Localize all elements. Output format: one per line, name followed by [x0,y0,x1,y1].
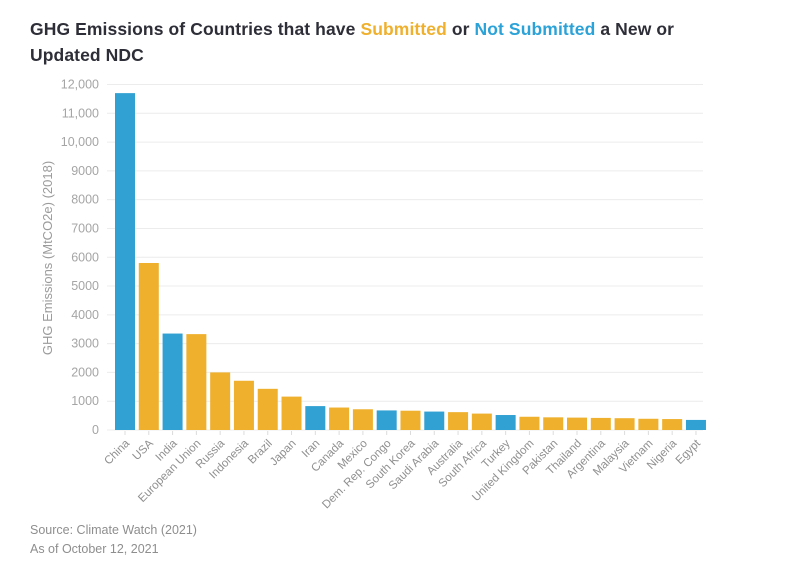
bar-nigeria [662,419,683,430]
bar-china [115,93,135,430]
x-tick-label-japan: Japan [268,438,299,469]
bar-mexico [352,409,373,430]
as-of-date-line: As of October 12, 2021 [30,541,159,556]
bar-pakistan [543,417,564,430]
y-tick-label-12000: 12,000 [61,78,99,92]
bar-japan [281,396,302,430]
bar-usa [138,263,159,430]
title-text-part2b: Updated NDC [30,45,144,66]
source-line: Source: Climate Watch (2021) [30,523,197,537]
x-tick-label-usa: USA [131,437,156,462]
x-tick-label-egypt: Egypt [674,437,704,467]
bar-south-korea [400,410,421,430]
bar-brazil [257,388,278,430]
y-tick-label-6000: 6000 [71,250,99,264]
y-tick-label-11000: 11,000 [62,106,99,120]
bar-malaysia [614,418,635,430]
bar-iran [305,406,326,430]
bar-vietnam [638,418,659,430]
bar-european-union [186,334,207,430]
y-tick-label-3000: 3000 [71,337,99,351]
title-text-part1: GHG Emissions of Countries that have [30,19,361,39]
bar-australia [448,412,469,430]
y-tick-label-2000: 2000 [71,365,99,379]
source-note: Source: Climate Watch (2021) As of Octob… [30,521,197,559]
bar-canada [329,407,350,430]
title-text-part2a: a New or [595,19,675,39]
y-tick-label-4000: 4000 [71,308,99,322]
bar-united-kingdom [519,416,540,430]
bar-dem-rep-congo [376,410,397,430]
y-tick-label-1000: 1000 [71,394,99,408]
x-tick-label-china: China [102,437,132,467]
y-tick-label-0: 0 [92,423,99,437]
bar-turkey [495,415,516,430]
y-tick-label-5000: 5000 [71,279,99,293]
y-axis-title: GHG Emissions (MtCO2e) (2018) [40,161,55,355]
bar-egypt [685,419,706,430]
bar-indonesia [233,380,254,430]
bar-russia [210,372,231,430]
bar-south-africa [471,413,492,430]
bar-thailand [567,417,588,430]
title-text-or: or [446,19,475,39]
title-word-not-submitted: Not Submitted [474,19,596,39]
bar-saudi-arabia [424,411,445,430]
bar-india [162,333,183,430]
title-word-submitted: Submitted [360,19,447,39]
chart-title: GHG Emissions of Countries that have Sub… [30,16,710,69]
y-tick-label-10000: 10,000 [61,135,99,149]
bar-argentina [590,417,611,430]
y-tick-label-9000: 9000 [71,164,99,178]
y-tick-label-7000: 7000 [71,221,99,235]
y-tick-label-8000: 8000 [71,193,99,207]
